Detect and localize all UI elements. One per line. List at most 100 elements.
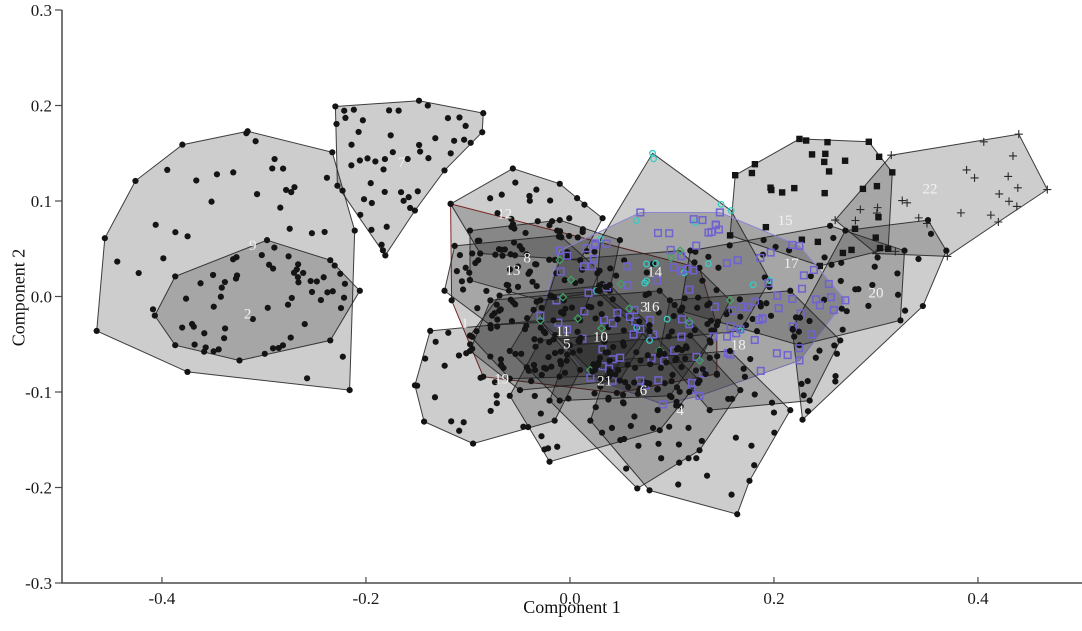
point-cluster-20 bbox=[804, 378, 811, 385]
point-cluster-20 bbox=[812, 354, 819, 361]
point-cluster-8 bbox=[546, 222, 553, 229]
point-cluster-22 bbox=[1004, 172, 1013, 181]
point-cluster-9 bbox=[269, 165, 276, 172]
point-cluster-9 bbox=[221, 278, 229, 286]
point-cluster-16 bbox=[710, 302, 719, 311]
point-cluster-2 bbox=[279, 342, 287, 349]
point-cluster-19 bbox=[520, 423, 527, 430]
point-cluster-7 bbox=[407, 204, 414, 212]
point-cluster-4 bbox=[636, 387, 643, 394]
point-cluster-6 bbox=[621, 379, 629, 386]
point-cluster-22 bbox=[1005, 197, 1014, 206]
point-cluster-1 bbox=[695, 294, 702, 301]
point-cluster-10 bbox=[563, 357, 570, 364]
point-cluster-9 bbox=[337, 304, 345, 312]
point-cluster-2 bbox=[287, 334, 294, 341]
point-cluster-7 bbox=[356, 157, 363, 164]
point-cluster-2 bbox=[264, 304, 271, 311]
point-cluster-1 bbox=[448, 297, 455, 304]
point-cluster-7 bbox=[411, 207, 419, 214]
point-cluster-11 bbox=[497, 356, 504, 363]
point-cluster-9 bbox=[308, 230, 316, 237]
point-cluster-14 bbox=[632, 217, 640, 225]
point-cluster-16 bbox=[766, 248, 775, 257]
x-tick-label: 0.4 bbox=[967, 589, 989, 608]
point-cluster-2 bbox=[301, 320, 308, 328]
point-cluster-7 bbox=[480, 110, 487, 117]
point-cluster-21 bbox=[619, 399, 627, 406]
point-cluster-6 bbox=[687, 332, 694, 339]
point-cluster-16 bbox=[826, 293, 835, 302]
point-cluster-19 bbox=[456, 427, 463, 434]
point-cluster-22 bbox=[831, 216, 840, 225]
point-cluster-17 bbox=[760, 236, 767, 244]
point-cluster-21 bbox=[654, 407, 661, 414]
cluster-label-19: 19 bbox=[494, 372, 509, 388]
point-cluster-6 bbox=[677, 403, 684, 410]
point-cluster-19 bbox=[448, 418, 455, 425]
point-cluster-4 bbox=[748, 442, 755, 449]
point-cluster-16 bbox=[654, 376, 663, 385]
point-cluster-1 bbox=[621, 257, 628, 264]
point-cluster-8 bbox=[546, 256, 553, 263]
point-cluster-6 bbox=[546, 397, 553, 404]
point-cluster-9 bbox=[295, 261, 302, 268]
point-cluster-12 bbox=[533, 186, 540, 193]
point-cluster-10 bbox=[670, 312, 677, 320]
point-cluster-16 bbox=[636, 325, 645, 334]
cluster-label-17: 17 bbox=[784, 256, 800, 272]
point-cluster-21 bbox=[598, 429, 606, 436]
cluster-label-4: 4 bbox=[676, 403, 684, 419]
point-cluster-22 bbox=[956, 208, 965, 217]
point-cluster-8 bbox=[607, 265, 614, 272]
point-cluster-14 bbox=[727, 207, 735, 214]
point-cluster-6 bbox=[566, 342, 574, 349]
point-cluster-4 bbox=[685, 455, 692, 462]
point-cluster-5 bbox=[616, 377, 624, 384]
point-cluster-6 bbox=[605, 374, 612, 381]
point-cluster-16 bbox=[809, 265, 819, 275]
cluster-label-7: 7 bbox=[398, 155, 406, 171]
point-cluster-9 bbox=[209, 271, 217, 279]
point-cluster-2 bbox=[313, 278, 320, 285]
point-cluster-6 bbox=[644, 352, 651, 359]
point-cluster-12 bbox=[577, 257, 584, 264]
y-tick-label: 0.1 bbox=[31, 192, 52, 211]
point-cluster-10 bbox=[668, 328, 675, 335]
point-cluster-19 bbox=[548, 363, 555, 370]
point-cluster-10 bbox=[665, 333, 672, 340]
point-cluster-7 bbox=[424, 102, 431, 109]
point-cluster-15 bbox=[791, 184, 798, 192]
point-cluster-14 bbox=[643, 260, 650, 268]
point-cluster-9 bbox=[303, 375, 311, 382]
point-cluster-2 bbox=[284, 301, 292, 308]
point-cluster-15 bbox=[808, 151, 816, 158]
point-cluster-12 bbox=[574, 195, 581, 202]
point-cluster-7 bbox=[387, 132, 394, 139]
point-cluster-13 bbox=[533, 282, 540, 290]
point-cluster-17 bbox=[843, 308, 850, 315]
point-cluster-9 bbox=[152, 221, 159, 228]
point-cluster-2 bbox=[288, 294, 295, 302]
point-cluster-13 bbox=[453, 268, 461, 275]
point-cluster-3 bbox=[535, 315, 545, 325]
point-cluster-22 bbox=[903, 198, 912, 207]
point-cluster-16 bbox=[636, 208, 645, 217]
point-cluster-4 bbox=[606, 357, 613, 364]
point-cluster-22 bbox=[1012, 202, 1021, 211]
point-cluster-22 bbox=[898, 196, 907, 205]
point-cluster-17 bbox=[828, 261, 835, 268]
point-cluster-2 bbox=[294, 274, 302, 281]
point-cluster-7 bbox=[342, 114, 349, 121]
point-cluster-6 bbox=[602, 349, 609, 356]
cluster-label-11: 11 bbox=[556, 324, 570, 340]
point-cluster-16 bbox=[829, 305, 838, 315]
point-cluster-7 bbox=[461, 136, 468, 143]
point-cluster-20 bbox=[804, 408, 812, 415]
point-cluster-3 bbox=[624, 304, 634, 314]
point-cluster-15 bbox=[822, 150, 829, 158]
point-cluster-14 bbox=[650, 155, 658, 163]
point-cluster-10 bbox=[546, 339, 553, 346]
point-cluster-3 bbox=[695, 356, 704, 365]
point-cluster-1 bbox=[462, 264, 469, 271]
